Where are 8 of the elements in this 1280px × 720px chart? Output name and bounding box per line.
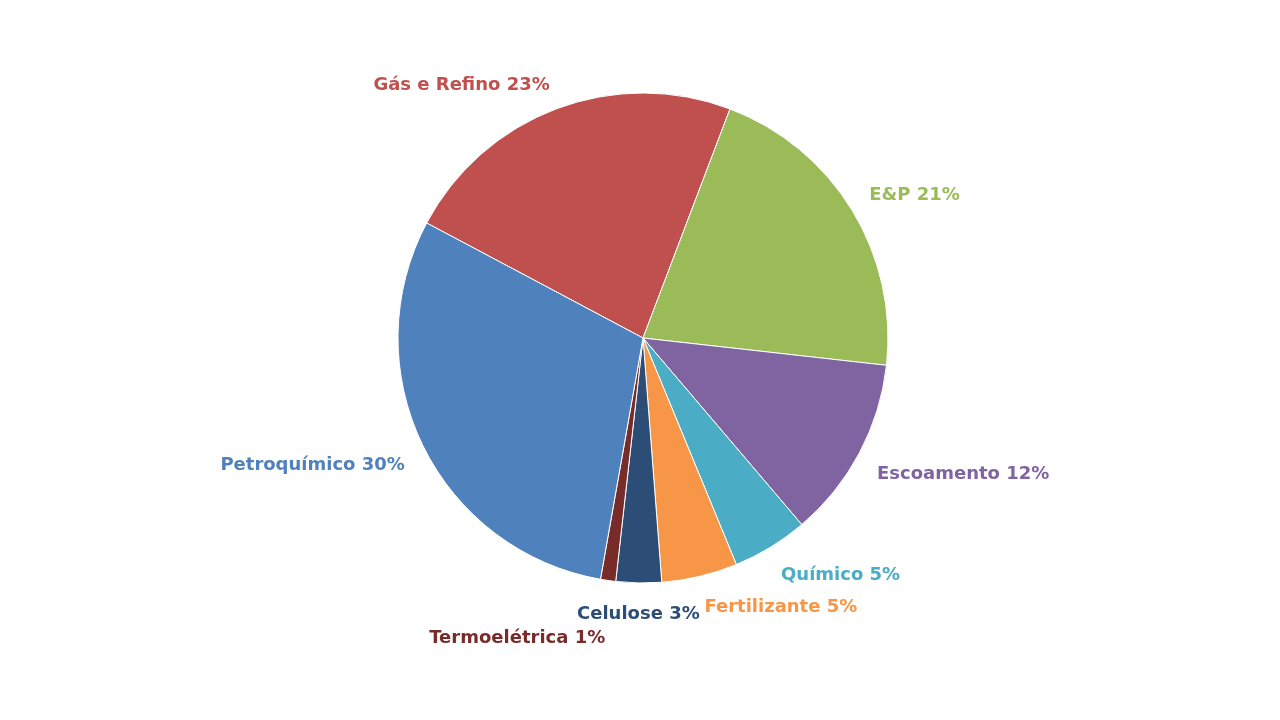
- slice-label: Fertilizante 5%: [704, 594, 858, 616]
- slice-label: Termoelétrica 1%: [429, 626, 606, 648]
- slice-label: Químico 5%: [781, 563, 901, 585]
- slice-label: Escoamento 12%: [876, 461, 1050, 483]
- slice-label: Petroquímico 30%: [220, 453, 405, 475]
- slice-label: Celulose 3%: [577, 602, 700, 624]
- slice-label: Gás e Refino 23%: [373, 72, 550, 94]
- slice-label: E&P 21%: [869, 182, 960, 204]
